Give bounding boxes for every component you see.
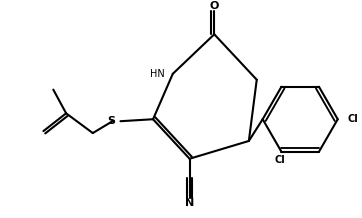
Text: Cl: Cl (348, 114, 358, 124)
Text: O: O (210, 1, 219, 11)
Text: HN: HN (150, 69, 165, 79)
Text: Cl: Cl (274, 155, 285, 165)
Text: S: S (108, 116, 115, 126)
Text: N: N (185, 198, 194, 208)
